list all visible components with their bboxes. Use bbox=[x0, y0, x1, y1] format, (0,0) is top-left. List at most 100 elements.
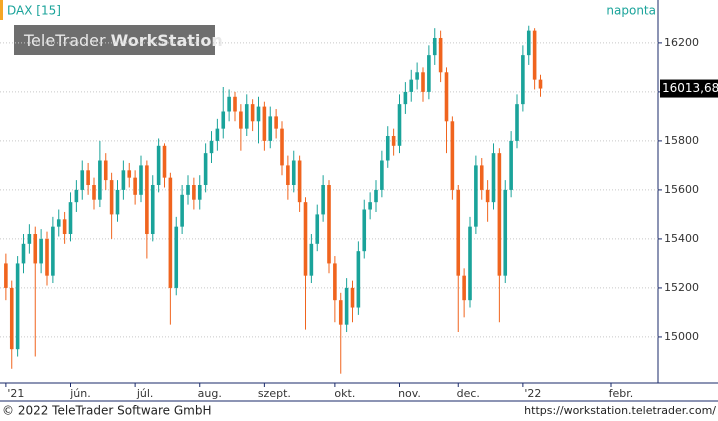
y-tick-label: 15400 bbox=[664, 232, 699, 245]
candle-body bbox=[409, 79, 414, 92]
candle-body bbox=[274, 116, 278, 129]
candle-body bbox=[262, 106, 267, 141]
candle-body bbox=[315, 214, 320, 244]
candle-body bbox=[356, 251, 361, 308]
candle-body bbox=[456, 189, 461, 276]
y-tick-label: 15800 bbox=[664, 134, 699, 147]
candle-body bbox=[162, 145, 167, 178]
watermark-bold: WorkStation bbox=[111, 31, 223, 50]
candle-body bbox=[280, 128, 284, 166]
x-tick-label: jún. bbox=[69, 387, 91, 400]
candle-body bbox=[462, 275, 466, 301]
candle-body bbox=[62, 219, 67, 235]
candle-body bbox=[4, 263, 8, 288]
candle-body bbox=[491, 153, 496, 203]
candle-body bbox=[338, 300, 343, 325]
candle-body bbox=[321, 185, 325, 215]
candle-body bbox=[526, 30, 531, 56]
url[interactable]: https://workstation.teletrader.com/ bbox=[524, 404, 716, 417]
x-tick-label: dec. bbox=[457, 387, 480, 400]
candle-body bbox=[286, 165, 290, 186]
y-tick-label: 16200 bbox=[664, 36, 699, 49]
candle-body bbox=[256, 106, 261, 122]
candle-body bbox=[450, 121, 455, 190]
candle-body bbox=[333, 263, 337, 301]
candle-body bbox=[474, 165, 478, 227]
candle-body bbox=[391, 135, 396, 146]
candle-body bbox=[45, 238, 49, 276]
y-tick-label: 15000 bbox=[664, 330, 699, 343]
candle-body bbox=[133, 177, 137, 195]
candle-body bbox=[98, 160, 102, 200]
candle-body bbox=[92, 185, 96, 200]
candle-body bbox=[103, 160, 108, 181]
candle-body bbox=[509, 140, 513, 190]
watermark: TeleTrader WorkStation bbox=[23, 31, 223, 50]
candle-body bbox=[244, 104, 249, 129]
candle-body bbox=[250, 104, 255, 122]
candle-body bbox=[532, 30, 537, 80]
y-tick-label: 15200 bbox=[664, 281, 699, 294]
last-price-box bbox=[660, 79, 718, 98]
candle-body bbox=[156, 145, 161, 186]
candle-body bbox=[397, 104, 402, 146]
candle-body bbox=[380, 160, 384, 190]
candle-body bbox=[227, 96, 231, 112]
candle-body bbox=[444, 72, 449, 122]
candle-body bbox=[479, 165, 484, 190]
candle-body bbox=[221, 111, 226, 129]
candle-body bbox=[291, 160, 296, 186]
candle-body bbox=[109, 180, 114, 215]
x-tick-label: aug. bbox=[198, 387, 222, 400]
candle-body bbox=[350, 287, 355, 308]
candle-body bbox=[127, 170, 132, 178]
y-tick-label: 15600 bbox=[664, 183, 699, 196]
x-tick-label: '22 bbox=[524, 387, 541, 400]
candle-body bbox=[180, 194, 184, 227]
symbol-marker bbox=[0, 0, 3, 20]
candle-body bbox=[186, 185, 190, 195]
candle-body bbox=[233, 96, 237, 112]
watermark-box bbox=[14, 25, 215, 55]
candle-body bbox=[168, 177, 173, 288]
candle-body bbox=[368, 202, 372, 210]
candle-body bbox=[239, 111, 243, 129]
candle-body bbox=[121, 170, 126, 190]
candle-body bbox=[174, 226, 179, 288]
candle-body bbox=[80, 170, 85, 190]
candle-body bbox=[432, 37, 437, 56]
candle-body bbox=[268, 116, 273, 141]
candle-body bbox=[209, 140, 214, 154]
candle-body bbox=[9, 287, 14, 350]
candle-body bbox=[33, 234, 38, 264]
candle-body bbox=[538, 79, 543, 89]
candle-body bbox=[303, 202, 308, 276]
symbol-title: DAX [15] bbox=[7, 4, 61, 18]
candle-body bbox=[468, 226, 472, 301]
interval[interactable]: naponta bbox=[606, 4, 656, 18]
candle-body bbox=[56, 219, 61, 227]
candle-body bbox=[192, 185, 196, 200]
candle-body bbox=[39, 238, 43, 264]
candle-body bbox=[515, 104, 519, 141]
candle-body bbox=[139, 165, 143, 195]
candle-body bbox=[485, 189, 490, 203]
candle-body bbox=[15, 263, 20, 350]
candle-body bbox=[145, 165, 149, 235]
x-tick-label: '21 bbox=[7, 387, 24, 400]
candle-body bbox=[203, 153, 208, 186]
candle-body bbox=[150, 185, 155, 235]
candle-body bbox=[297, 160, 302, 203]
candle-body bbox=[421, 72, 425, 92]
x-tick-label: júl. bbox=[136, 387, 154, 400]
last-price-label: 16013,68 bbox=[662, 81, 718, 95]
candle-body bbox=[503, 189, 508, 276]
candle-body bbox=[27, 234, 32, 244]
watermark-light: TeleTrader bbox=[23, 31, 106, 50]
candle-body bbox=[415, 72, 419, 80]
copyright: © 2022 TeleTrader Software GmbH bbox=[2, 404, 212, 418]
candle-body bbox=[215, 128, 220, 141]
x-tick-label: nov. bbox=[398, 387, 421, 400]
candle-body bbox=[427, 55, 431, 92]
